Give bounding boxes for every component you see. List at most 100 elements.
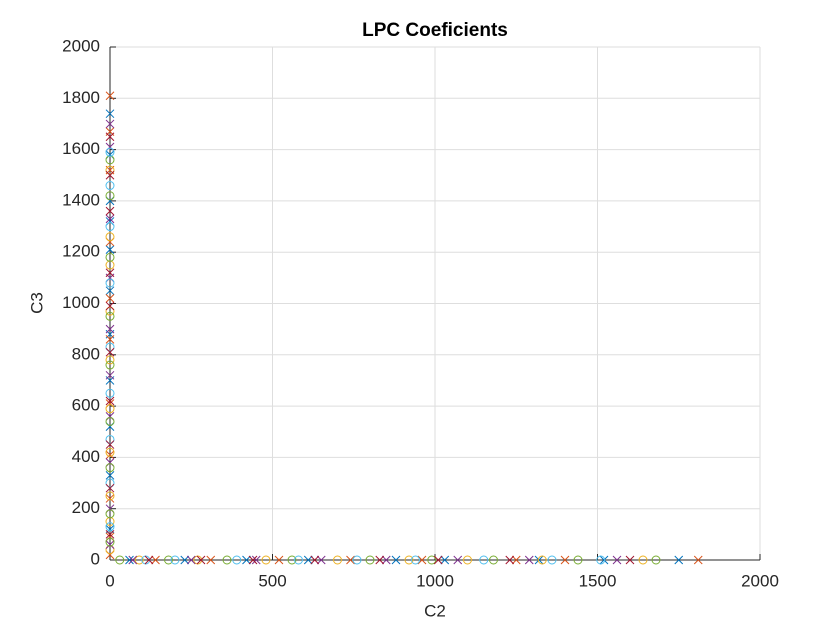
marker: [365, 555, 375, 565]
marker: [105, 311, 115, 321]
marker: [105, 232, 115, 242]
marker: [391, 555, 401, 565]
marker: [186, 555, 196, 565]
marker: [105, 268, 115, 278]
marker: [294, 555, 303, 565]
marker: [125, 555, 134, 565]
x-tick-label: 500: [258, 571, 286, 590]
y-tick-label: 800: [72, 344, 100, 363]
marker: [537, 555, 547, 565]
marker: [479, 555, 489, 565]
marker: [105, 550, 115, 560]
marker: [105, 537, 115, 547]
y-tick-label: 1400: [62, 190, 100, 209]
marker: [134, 555, 144, 565]
marker: [105, 447, 115, 457]
marker: [105, 478, 115, 488]
marker: [375, 555, 385, 565]
x-axis-label: C2: [424, 601, 446, 620]
marker: [105, 450, 115, 460]
x-tick-label: 1000: [416, 571, 454, 590]
marker: [310, 555, 320, 565]
marker: [105, 301, 115, 311]
marker: [105, 540, 115, 549]
marker: [105, 440, 115, 449]
y-tick-label: 1200: [62, 242, 100, 261]
marker: [105, 504, 115, 514]
marker: [505, 555, 515, 565]
marker: [222, 555, 232, 565]
marker: [105, 416, 115, 426]
marker: [573, 555, 583, 565]
marker: [381, 555, 391, 565]
y-tick-label: 200: [72, 498, 100, 517]
marker: [105, 422, 115, 431]
marker: [352, 555, 362, 565]
marker: [105, 522, 115, 532]
marker: [251, 555, 261, 565]
x-tick-label: 2000: [741, 571, 779, 590]
x-tick-label: 1500: [579, 571, 617, 590]
marker: [105, 119, 115, 129]
marker: [105, 196, 115, 206]
marker: [105, 109, 115, 119]
marker: [261, 555, 271, 565]
marker: [287, 555, 297, 565]
marker: [625, 555, 635, 565]
marker: [151, 555, 160, 565]
marker: [141, 555, 151, 565]
y-tick-label: 400: [72, 447, 100, 466]
marker: [105, 509, 115, 519]
marker: [489, 555, 498, 565]
marker: [144, 555, 154, 565]
marker: [105, 324, 115, 334]
marker: [105, 342, 115, 352]
marker: [596, 555, 606, 565]
marker: [333, 555, 342, 565]
marker: [274, 555, 284, 565]
marker: [105, 278, 115, 288]
marker: [105, 217, 115, 226]
chart-title: LPC Coeficients: [362, 20, 508, 41]
marker: [105, 245, 115, 254]
marker: [105, 396, 115, 406]
marker: [417, 555, 427, 565]
marker: [105, 191, 115, 201]
marker: [105, 150, 115, 160]
marker: [651, 555, 661, 565]
marker: [105, 214, 115, 224]
marker: [105, 294, 115, 303]
marker: [105, 494, 115, 503]
marker: [232, 555, 242, 565]
marker: [316, 555, 326, 565]
marker: [440, 555, 450, 565]
marker: [433, 555, 443, 565]
marker: [105, 132, 115, 142]
marker: [206, 555, 216, 565]
y-tick-label: 600: [72, 396, 100, 415]
y-tick-label: 1800: [62, 88, 100, 107]
marker: [547, 555, 557, 565]
x-tick-label: 0: [105, 571, 114, 590]
marker: [105, 206, 115, 216]
marker: [242, 555, 251, 565]
marker: [105, 434, 115, 444]
marker: [105, 181, 115, 191]
marker: [105, 347, 115, 357]
y-tick-label: 0: [91, 549, 100, 568]
marker: [170, 555, 180, 565]
marker: [560, 555, 570, 565]
marker: [105, 165, 115, 175]
marker: [105, 471, 115, 480]
marker: [105, 458, 115, 467]
marker: [105, 360, 115, 370]
marker: [105, 412, 115, 421]
marker: [105, 222, 115, 232]
marker: [346, 555, 355, 565]
marker: [105, 170, 115, 180]
marker: [128, 555, 138, 565]
y-axis-label: C3: [27, 292, 46, 314]
marker: [404, 555, 414, 565]
marker: [511, 555, 521, 565]
marker: [105, 370, 115, 380]
